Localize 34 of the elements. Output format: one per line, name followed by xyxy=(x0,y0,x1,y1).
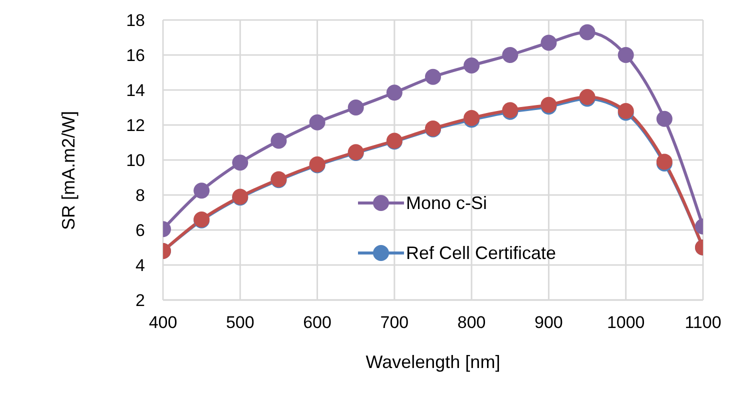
x-axis-title: Wavelength [nm] xyxy=(366,352,500,372)
x-tick-label: 1000 xyxy=(606,313,645,332)
x-tick-label: 800 xyxy=(457,313,486,332)
y-tick-label: 6 xyxy=(136,221,145,240)
point xyxy=(309,114,326,130)
y-tick-label: 12 xyxy=(126,116,145,136)
point xyxy=(386,84,402,101)
x-tick-label: 900 xyxy=(534,313,563,332)
y-axis-title: SR [mA.m2/W] xyxy=(58,110,78,230)
point xyxy=(618,47,634,63)
point xyxy=(270,132,287,149)
x-tick-label: 600 xyxy=(303,313,332,332)
legend-label: Ref Cell Certificate xyxy=(406,242,556,264)
y-tick-label: 2 xyxy=(136,291,145,310)
point xyxy=(425,68,441,85)
y-tick-label: 14 xyxy=(126,81,145,100)
x-tick-label: 500 xyxy=(226,313,254,332)
x-tick-label: 700 xyxy=(380,313,409,332)
point xyxy=(540,34,557,51)
x-tick-label: 400 xyxy=(148,313,178,332)
point xyxy=(502,47,518,63)
y-tick-label: 16 xyxy=(126,46,145,66)
point xyxy=(232,154,248,171)
point xyxy=(579,24,596,40)
y-tick-label: 10 xyxy=(126,151,145,170)
point xyxy=(464,58,480,74)
x-tick-label: 1100 xyxy=(684,313,722,332)
legend-label: Mono c-Si xyxy=(406,192,488,214)
point xyxy=(194,182,210,199)
y-tick-label: 18 xyxy=(126,11,145,30)
y-tick-label: 8 xyxy=(136,186,145,206)
point xyxy=(348,100,364,116)
y-tick-label: 4 xyxy=(136,256,145,276)
point xyxy=(656,110,672,127)
